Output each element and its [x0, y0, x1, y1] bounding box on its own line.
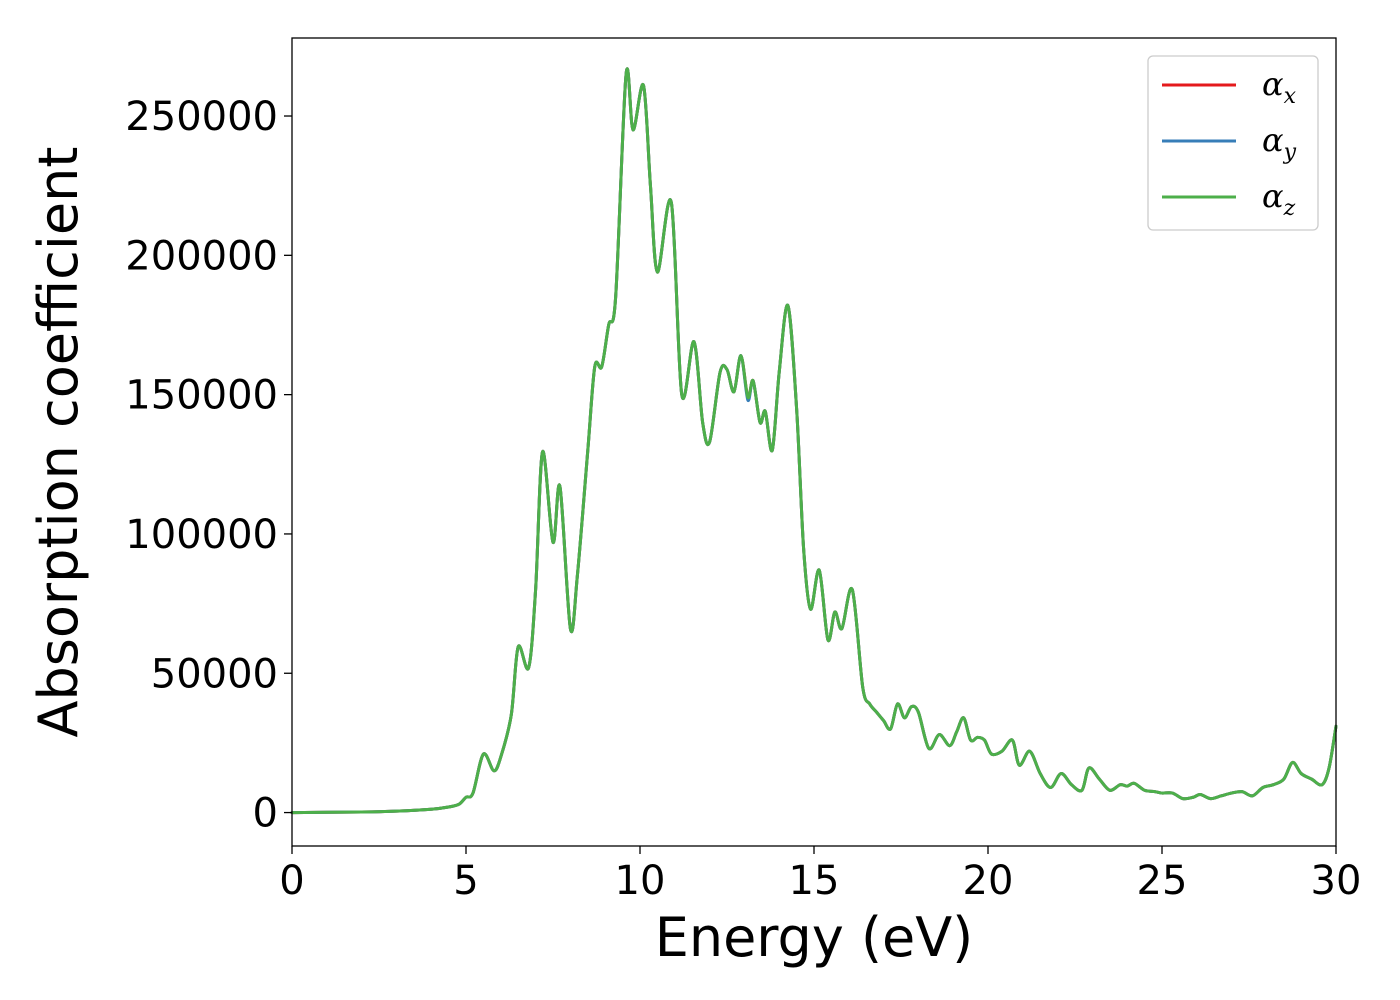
y-tick-label: 0 — [253, 791, 278, 837]
y-tick-label: 250000 — [125, 94, 278, 140]
series-layer — [290, 67, 1338, 815]
x-tick-label: 30 — [1311, 858, 1362, 904]
x-tick-label: 15 — [789, 858, 840, 904]
series-line-z — [290, 67, 1338, 815]
y-tick-label: 200000 — [125, 233, 278, 279]
y-axis-label: Absorption coefficient — [27, 147, 90, 738]
x-tick-label: 0 — [279, 858, 304, 904]
x-tick-label: 10 — [615, 858, 666, 904]
x-tick-label: 20 — [963, 858, 1014, 904]
y-tick-label: 100000 — [125, 512, 278, 558]
y-tick-label: 50000 — [151, 651, 278, 697]
x-tick-label: 25 — [1137, 858, 1188, 904]
x-tick-label: 5 — [453, 858, 478, 904]
y-axis: 0 50000 100000 150000 200000 250000 — [125, 94, 292, 837]
x-axis-label: Energy (eV) — [655, 906, 974, 969]
x-axis: 0 5 10 15 20 25 30 — [279, 846, 1361, 904]
legend-frame — [1147, 55, 1319, 231]
y-tick-label: 150000 — [125, 373, 278, 419]
